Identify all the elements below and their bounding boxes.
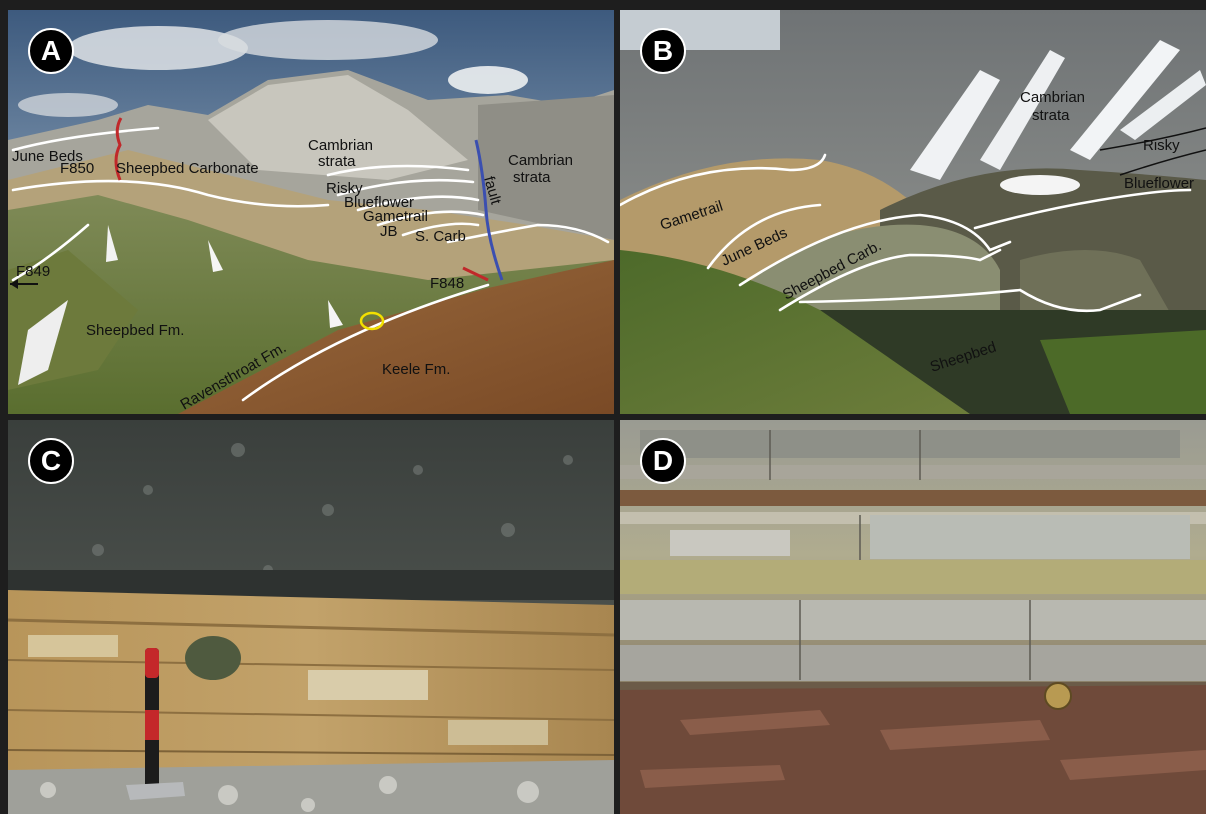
label-blueflower-a: Blueflower bbox=[344, 194, 414, 211]
panel-a-badge: A bbox=[28, 28, 74, 74]
label-f848: F848 bbox=[430, 275, 464, 292]
label-f849: F849 bbox=[16, 263, 50, 280]
label-cambrian-strata-2-line2: strata bbox=[513, 169, 551, 186]
label-keele-fm: Keele Fm. bbox=[382, 361, 450, 378]
label-f850: F850 bbox=[60, 160, 94, 177]
label-s-carb: S. Carb bbox=[415, 228, 466, 245]
panel-c-photo bbox=[8, 420, 614, 814]
label-risky-a: Risky bbox=[326, 180, 363, 197]
panel-a-photo: June Beds F850 Sheepbed Carbonate Cambri… bbox=[8, 10, 614, 414]
label-cambrian-strata-1-line1: Cambrian bbox=[308, 137, 373, 154]
label-cambrian-strata-2-line1: Cambrian bbox=[508, 152, 573, 169]
label-cambrian-b-line2: strata bbox=[1032, 107, 1070, 124]
panel-b-badge: B bbox=[640, 28, 686, 74]
panel-b-photo: Cambrian strata Risky Blueflower Gametra… bbox=[620, 10, 1206, 414]
panel-d: D bbox=[620, 420, 1206, 814]
panel-b: Cambrian strata Risky Blueflower Gametra… bbox=[620, 10, 1206, 414]
label-blueflower-b: Blueflower bbox=[1124, 175, 1194, 192]
label-jb: JB bbox=[380, 223, 398, 240]
label-gametrail-a: Gametrail bbox=[363, 208, 428, 225]
panel-c-badge: C bbox=[28, 438, 74, 484]
panel-c: C bbox=[8, 420, 614, 814]
label-risky-b: Risky bbox=[1143, 137, 1180, 154]
label-sheepbed-carbonate: Sheepbed Carbonate bbox=[116, 160, 259, 177]
label-cambrian-strata-1-line2: strata bbox=[318, 153, 356, 170]
label-june-beds-a: June Beds bbox=[12, 148, 83, 165]
panel-a: June Beds F850 Sheepbed Carbonate Cambri… bbox=[8, 10, 614, 414]
panel-d-badge: D bbox=[640, 438, 686, 484]
label-cambrian-b-line1: Cambrian bbox=[1020, 89, 1085, 106]
panel-d-photo bbox=[620, 420, 1206, 814]
label-sheepbed-fm: Sheepbed Fm. bbox=[86, 322, 184, 339]
